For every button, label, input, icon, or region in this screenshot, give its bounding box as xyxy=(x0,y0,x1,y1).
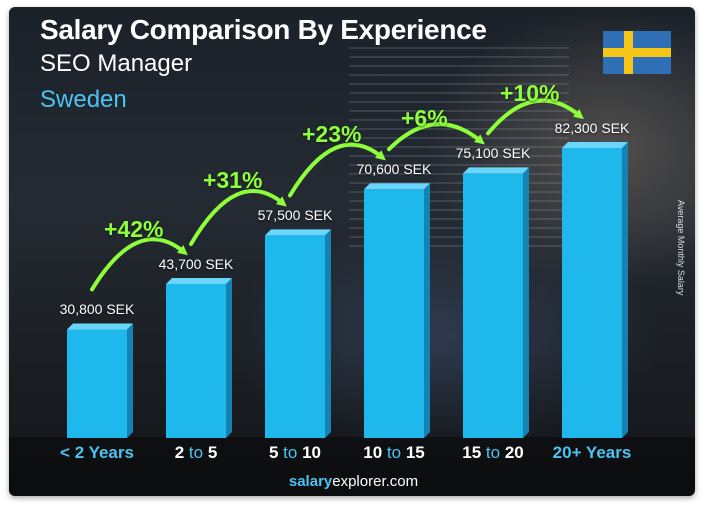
value-label-5: 82,300 SEK xyxy=(554,120,630,136)
category-label-1: 2 to 5 xyxy=(174,443,218,462)
bar-top-4 xyxy=(463,167,529,174)
bar-0 xyxy=(67,329,127,438)
bar-5 xyxy=(562,148,622,438)
bar-side-3 xyxy=(424,183,430,438)
value-label-4: 75,100 SEK xyxy=(455,145,531,162)
job-title: SEO Manager xyxy=(40,50,193,77)
increase-label-2: +23% xyxy=(302,121,362,148)
category-label-4: 15 to 20 xyxy=(462,443,524,462)
sweden-flag-icon xyxy=(603,31,671,74)
bar-side-0 xyxy=(127,323,133,438)
increase-arrow-3 xyxy=(387,122,485,152)
country-name: Sweden xyxy=(40,86,127,113)
footer-brand-bold: salary xyxy=(288,473,333,490)
increase-arrow-0 xyxy=(90,237,188,292)
increase-label-1: +31% xyxy=(203,167,263,194)
increase-arrow-2 xyxy=(288,142,386,198)
bar-1 xyxy=(166,284,226,438)
category-label-3: 10 to 15 xyxy=(363,443,425,462)
value-label-1: 43,700 SEK xyxy=(158,256,234,272)
footer-brand-rest: explorer.com xyxy=(332,473,419,490)
increase-arrow-1 xyxy=(189,189,287,247)
category-label-2: 5 to 10 xyxy=(268,443,321,462)
background-desk xyxy=(9,437,695,496)
bar-top-5 xyxy=(562,142,628,148)
bar-3 xyxy=(364,189,424,438)
bar-4 xyxy=(463,173,523,438)
bar-side-4 xyxy=(523,167,529,438)
bar-2 xyxy=(265,235,325,438)
category-label-5: 20+ Years xyxy=(552,443,632,462)
value-label-2: 57,500 SEK xyxy=(257,207,333,224)
bar-top-1 xyxy=(166,278,232,285)
bar-top-3 xyxy=(364,183,430,190)
footer-brand: salaryexplorer.com xyxy=(0,473,707,490)
increase-label-3: +6% xyxy=(401,105,448,132)
bar-side-2 xyxy=(325,229,331,438)
bar-side-5 xyxy=(622,142,628,438)
bar-side-1 xyxy=(226,278,232,438)
increase-label-4: +10% xyxy=(500,80,560,106)
value-label-3: 70,600 SEK xyxy=(356,161,432,178)
value-label-0: 30,800 SEK xyxy=(59,301,135,318)
increase-label-0: +42% xyxy=(104,216,164,242)
increase-arrow-4 xyxy=(486,98,584,136)
category-label-0: < 2 Years xyxy=(60,443,134,462)
bar-top-0 xyxy=(67,323,133,330)
bar-top-2 xyxy=(265,229,331,236)
chart-title: Salary Comparison By Experience xyxy=(40,14,487,45)
